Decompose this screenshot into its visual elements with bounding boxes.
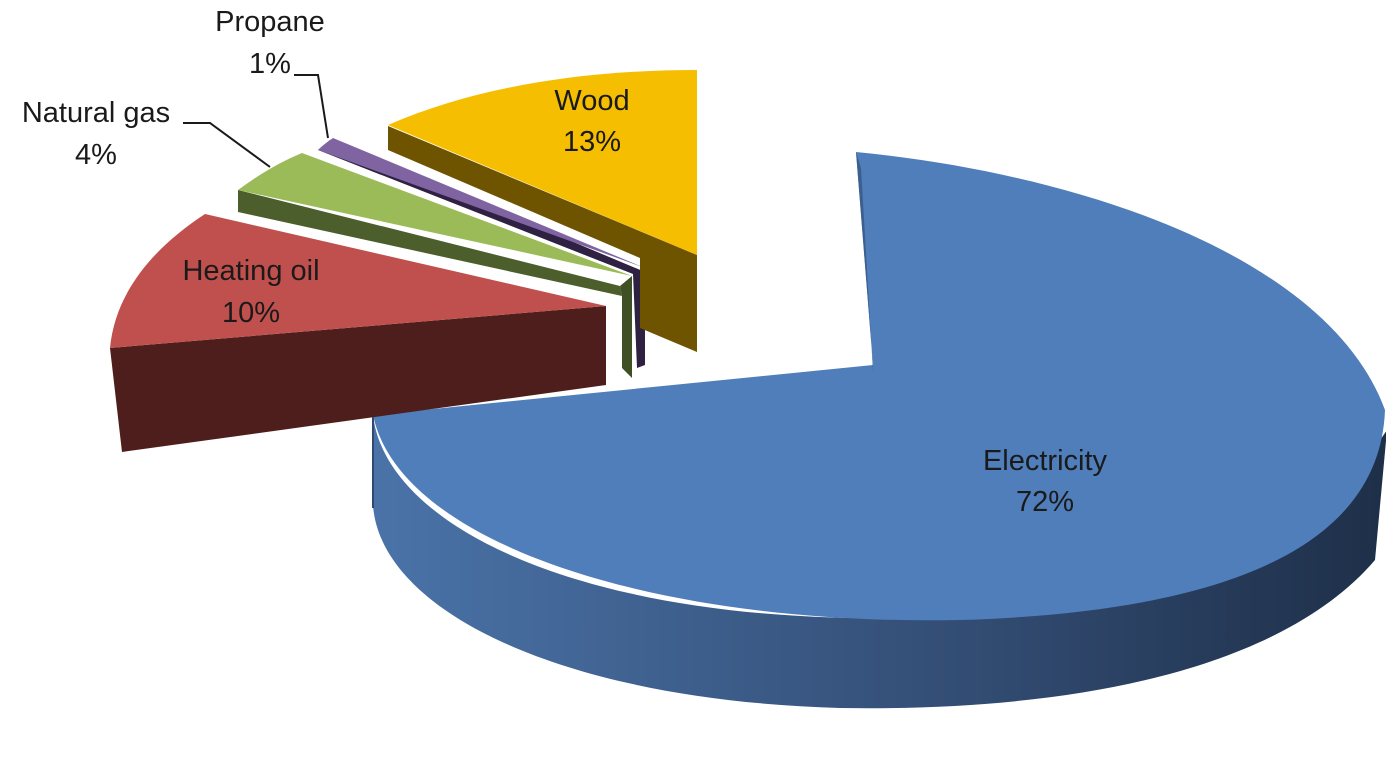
slice-natural-gas [238,153,632,378]
leader-line-propane [294,74,329,139]
slice-heating-oil [110,214,606,452]
slice-propane [318,138,645,368]
label-propane-name: Propane [215,6,325,38]
slice-natural-gas-cut [620,276,632,378]
slice-natural-gas-side [238,190,622,296]
slice-electricity-top [373,152,1385,621]
leader-line-natural-gas [183,122,271,168]
slice-propane-side [318,140,645,368]
label-heating-oil-value: 10% [222,297,280,329]
label-natural-gas-name: Natural gas [22,97,170,129]
label-propane-value: 1% [249,48,291,80]
slice-wood-top [388,70,697,255]
label-natural-gas-value: 4% [75,139,117,171]
slice-wood-side [388,126,697,352]
slice-heating-oil-top [110,214,606,348]
label-heating-oil-name: Heating oil [182,255,319,287]
label-electricity-value: 72% [1016,486,1074,518]
slice-electricity [372,152,1386,709]
label-wood-value: 13% [563,126,621,158]
slice-propane-top [318,138,645,268]
slice-wood [388,70,697,352]
slice-heating-oil-side [110,306,606,452]
label-wood-name: Wood [554,85,629,117]
slice-natural-gas-top [238,153,632,276]
slice-electricity-side [373,415,1386,709]
label-electricity-name: Electricity [983,445,1108,477]
